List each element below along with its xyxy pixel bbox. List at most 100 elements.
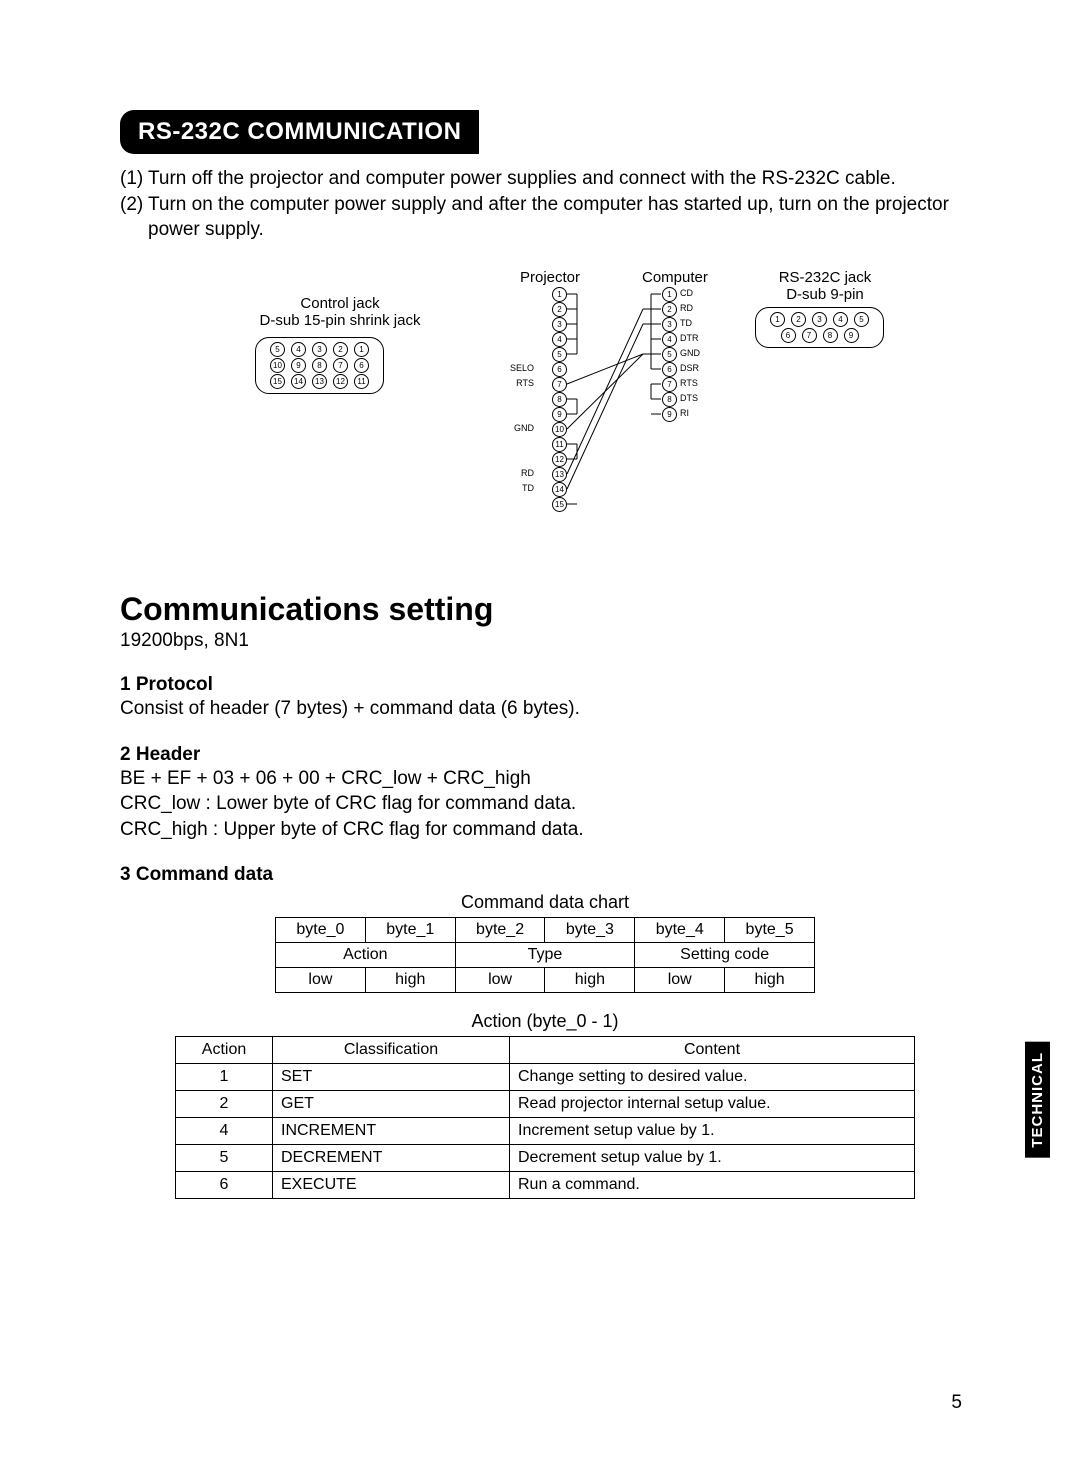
- action-num: 5: [176, 1145, 273, 1172]
- action-num: 2: [176, 1091, 273, 1118]
- pin-4: 4: [833, 312, 848, 327]
- proj-pin-label-6: SELO: [510, 363, 534, 373]
- table-row: 1SETChange setting to desired value.: [176, 1064, 915, 1091]
- control-jack-sub: D-sub 15-pin shrink jack: [240, 312, 440, 329]
- comp-pin-label-4: DTR: [680, 333, 699, 343]
- pinout-diagram: Control jack D-sub 15-pin shrink jack 54…: [120, 271, 970, 531]
- control-jack-label: Control jack: [240, 295, 440, 312]
- command-data-chart: byte_0byte_1byte_2byte_3byte_4byte_5 Act…: [275, 917, 815, 993]
- header-heading: 2 Header: [120, 744, 970, 766]
- pin-11: 11: [354, 374, 369, 389]
- proj-pin-15: 15: [552, 497, 567, 512]
- action-num: 1: [176, 1064, 273, 1091]
- pin-8: 8: [823, 328, 838, 343]
- action-num: 4: [176, 1118, 273, 1145]
- communications-setting-heading: Communications setting: [120, 591, 970, 628]
- byte-header: byte_5: [725, 918, 815, 943]
- byte-header: byte_2: [455, 918, 545, 943]
- pin-2: 2: [791, 312, 806, 327]
- side-tab-technical: TECHNICAL: [1025, 1042, 1050, 1158]
- table-row: 2GETRead projector internal setup value.: [176, 1091, 915, 1118]
- table-row: 6EXECUTERun a command.: [176, 1172, 915, 1199]
- proj-pin-1: 1: [552, 287, 567, 302]
- proj-pin-8: 8: [552, 392, 567, 407]
- action-class: SET: [273, 1064, 510, 1091]
- proj-pin-2: 2: [552, 302, 567, 317]
- comp-pin-label-2: RD: [680, 303, 693, 313]
- action-content: Read projector internal setup value.: [510, 1091, 915, 1118]
- group-header: Action: [276, 943, 456, 968]
- proj-pin-label-14: TD: [522, 483, 534, 493]
- comp-pin-label-6: DSR: [680, 363, 699, 373]
- action-class: INCREMENT: [273, 1118, 510, 1145]
- rs232c-sub: D-sub 9-pin: [755, 286, 895, 303]
- proj-pin-5: 5: [552, 347, 567, 362]
- comm-rate: 19200bps, 8N1: [120, 630, 970, 652]
- pin-6: 6: [354, 358, 369, 373]
- lowhigh-cell: high: [545, 968, 635, 993]
- comp-pin-1: 1: [662, 287, 677, 302]
- action-num: 6: [176, 1172, 273, 1199]
- pin-13: 13: [312, 374, 327, 389]
- action-class: DECREMENT: [273, 1145, 510, 1172]
- projector-label: Projector: [520, 269, 580, 286]
- pin-1: 1: [770, 312, 785, 327]
- comp-pin-label-3: TD: [680, 318, 692, 328]
- comp-pin-7: 7: [662, 377, 677, 392]
- comp-pin-5: 5: [662, 347, 677, 362]
- pin-15: 15: [270, 374, 285, 389]
- proj-pin-7: 7: [552, 377, 567, 392]
- comp-pin-label-8: DTS: [680, 393, 698, 403]
- section-title: RS-232C COMMUNICATION: [120, 110, 479, 154]
- proj-pin-6: 6: [552, 362, 567, 377]
- action-header: Content: [510, 1037, 915, 1064]
- header-body: BE + EF + 03 + 06 + 00 + CRC_low + CRC_h…: [120, 766, 970, 843]
- comp-pin-6: 6: [662, 362, 677, 377]
- inst-text: Turn on the computer power supply and af…: [148, 192, 970, 243]
- action-content: Decrement setup value by 1.: [510, 1145, 915, 1172]
- action-content: Change setting to desired value.: [510, 1064, 915, 1091]
- pin-7: 7: [802, 328, 817, 343]
- group-header: Type: [455, 943, 635, 968]
- proj-pin-4: 4: [552, 332, 567, 347]
- pin-3: 3: [312, 342, 327, 357]
- rs232c-label: RS-232C jack: [755, 269, 895, 286]
- proj-pin-label-10: GND: [514, 423, 534, 433]
- byte-header: byte_0: [276, 918, 366, 943]
- lowhigh-cell: low: [276, 968, 366, 993]
- pin-1: 1: [354, 342, 369, 357]
- pin-5: 5: [854, 312, 869, 327]
- wiring-lines: [510, 285, 740, 535]
- proj-pin-10: 10: [552, 422, 567, 437]
- lowhigh-cell: low: [635, 968, 725, 993]
- comp-pin-4: 4: [662, 332, 677, 347]
- command-chart-title: Command data chart: [120, 892, 970, 913]
- proj-pin-label-7: RTS: [516, 378, 534, 388]
- pin-6: 6: [781, 328, 796, 343]
- protocol-heading: 1 Protocol: [120, 674, 970, 696]
- proj-pin-14: 14: [552, 482, 567, 497]
- proj-pin-11: 11: [552, 437, 567, 452]
- proj-pin-3: 3: [552, 317, 567, 332]
- comp-pin-label-7: RTS: [680, 378, 698, 388]
- pin-10: 10: [270, 358, 285, 373]
- inst-num: (1): [120, 166, 148, 192]
- page-number: 5: [951, 1392, 962, 1414]
- table-row: 5DECREMENTDecrement setup value by 1.: [176, 1145, 915, 1172]
- command-data-heading: 3 Command data: [120, 864, 970, 886]
- dsub15-connector: 54321 109876 1514131211: [255, 337, 384, 394]
- action-header: Classification: [273, 1037, 510, 1064]
- header-line1: BE + EF + 03 + 06 + 00 + CRC_low + CRC_h…: [120, 766, 970, 792]
- byte-header: byte_3: [545, 918, 635, 943]
- protocol-body: Consist of header (7 bytes) + command da…: [120, 696, 970, 722]
- pin-4: 4: [291, 342, 306, 357]
- pin-12: 12: [333, 374, 348, 389]
- comp-pin-3: 3: [662, 317, 677, 332]
- comp-pin-label-1: CD: [680, 288, 693, 298]
- proj-pin-12: 12: [552, 452, 567, 467]
- pin-14: 14: [291, 374, 306, 389]
- pin-9: 9: [291, 358, 306, 373]
- comp-pin-9: 9: [662, 407, 677, 422]
- pin-3: 3: [812, 312, 827, 327]
- proj-pin-9: 9: [552, 407, 567, 422]
